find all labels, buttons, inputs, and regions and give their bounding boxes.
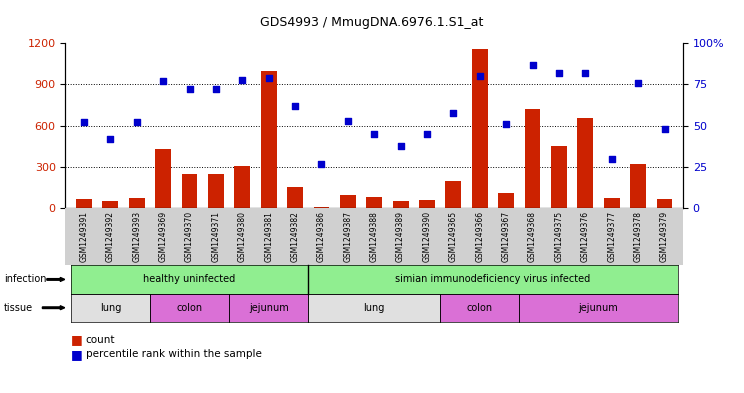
Text: GSM1249393: GSM1249393: [132, 211, 141, 263]
Text: simian immunodeficiency virus infected: simian immunodeficiency virus infected: [395, 274, 591, 285]
Point: [447, 109, 459, 116]
Text: count: count: [86, 334, 115, 345]
Bar: [366, 197, 382, 208]
Text: colon: colon: [176, 303, 202, 313]
Text: GSM1249366: GSM1249366: [475, 211, 484, 263]
Text: colon: colon: [466, 303, 493, 313]
Text: GSM1249388: GSM1249388: [370, 211, 379, 262]
Bar: [472, 50, 488, 208]
Point: [104, 136, 116, 142]
Text: GSM1249389: GSM1249389: [396, 211, 405, 262]
Point: [394, 142, 406, 149]
Bar: [419, 200, 435, 208]
Text: ■: ■: [71, 347, 83, 361]
Point: [658, 126, 670, 132]
Point: [342, 118, 354, 124]
Text: GSM1249387: GSM1249387: [343, 211, 353, 262]
Point: [210, 86, 222, 93]
Text: lung: lung: [364, 303, 385, 313]
Text: GSM1249376: GSM1249376: [581, 211, 590, 263]
Text: GSM1249369: GSM1249369: [158, 211, 167, 263]
Bar: [234, 166, 250, 208]
Point: [421, 131, 433, 137]
Point: [527, 62, 539, 68]
Text: GSM1249377: GSM1249377: [607, 211, 616, 263]
Point: [237, 76, 248, 83]
Point: [632, 80, 644, 86]
Text: GSM1249375: GSM1249375: [554, 211, 563, 263]
Text: GSM1249367: GSM1249367: [501, 211, 510, 263]
Bar: [155, 149, 171, 208]
Text: infection: infection: [4, 274, 46, 285]
Bar: [577, 118, 593, 208]
Point: [263, 75, 275, 81]
Text: percentile rank within the sample: percentile rank within the sample: [86, 349, 261, 359]
Point: [315, 161, 327, 167]
Text: GSM1249386: GSM1249386: [317, 211, 326, 262]
Text: jejunum: jejunum: [579, 303, 618, 313]
Point: [184, 86, 196, 93]
Text: GSM1249390: GSM1249390: [423, 211, 432, 263]
Text: GSM1249391: GSM1249391: [80, 211, 89, 262]
Point: [289, 103, 301, 109]
Text: GSM1249370: GSM1249370: [185, 211, 194, 263]
Bar: [340, 195, 356, 208]
Point: [131, 119, 143, 126]
Text: tissue: tissue: [4, 303, 33, 313]
Text: healthy uninfected: healthy uninfected: [144, 274, 236, 285]
Text: GSM1249378: GSM1249378: [634, 211, 643, 262]
Bar: [103, 201, 118, 208]
Text: GSM1249371: GSM1249371: [211, 211, 220, 262]
Point: [368, 131, 380, 137]
Bar: [129, 198, 144, 208]
Bar: [182, 174, 197, 208]
Bar: [260, 71, 277, 208]
Bar: [604, 198, 620, 208]
Point: [553, 70, 565, 76]
Text: GSM1249381: GSM1249381: [264, 211, 273, 262]
Text: GSM1249380: GSM1249380: [238, 211, 247, 262]
Bar: [657, 199, 673, 208]
Text: GDS4993 / MmugDNA.6976.1.S1_at: GDS4993 / MmugDNA.6976.1.S1_at: [260, 16, 484, 29]
Bar: [393, 201, 408, 208]
Bar: [525, 109, 540, 208]
Point: [500, 121, 512, 127]
Text: lung: lung: [100, 303, 121, 313]
Bar: [630, 164, 646, 208]
Point: [580, 70, 591, 76]
Bar: [446, 182, 461, 208]
Bar: [551, 146, 567, 208]
Text: GSM1249392: GSM1249392: [106, 211, 115, 262]
Text: GSM1249368: GSM1249368: [528, 211, 537, 262]
Bar: [287, 187, 303, 208]
Point: [157, 78, 169, 84]
Bar: [76, 199, 92, 208]
Bar: [313, 207, 330, 208]
Bar: [208, 174, 224, 208]
Text: GSM1249379: GSM1249379: [660, 211, 669, 263]
Point: [606, 156, 618, 162]
Text: jejunum: jejunum: [248, 303, 289, 313]
Text: GSM1249365: GSM1249365: [449, 211, 458, 263]
Text: ■: ■: [71, 333, 83, 346]
Point: [78, 119, 90, 126]
Point: [474, 73, 486, 79]
Text: GSM1249382: GSM1249382: [291, 211, 300, 262]
Bar: [498, 193, 514, 208]
